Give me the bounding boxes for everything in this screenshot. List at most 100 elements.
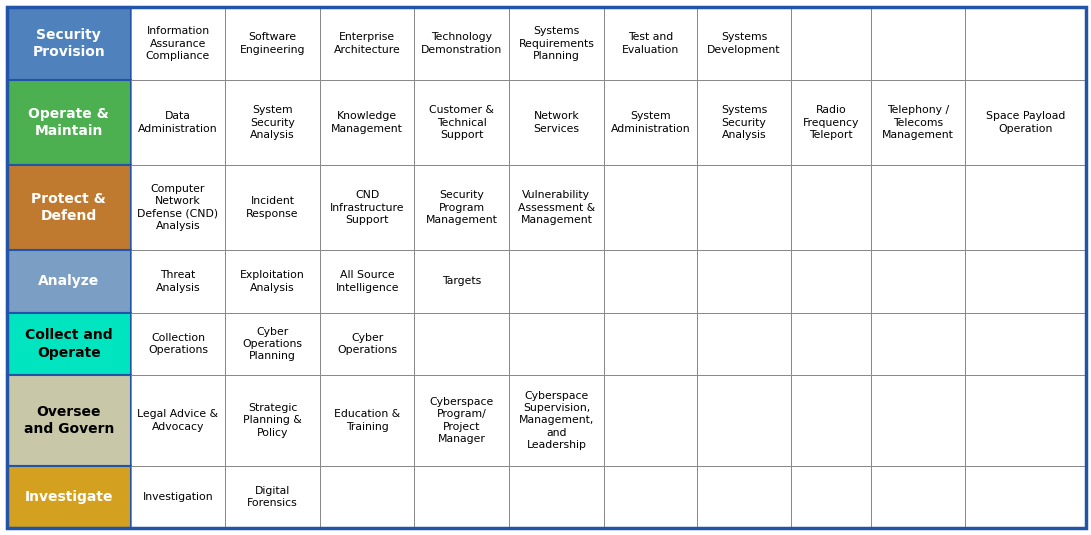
Bar <box>603 375 697 465</box>
Text: Technology
Demonstration: Technology Demonstration <box>421 32 503 55</box>
Text: Investigate: Investigate <box>25 490 113 504</box>
Bar <box>7 375 131 465</box>
Bar <box>226 465 320 528</box>
Text: Vulnerability
Assessment &
Management: Vulnerability Assessment & Management <box>518 190 595 225</box>
Bar <box>415 465 509 528</box>
Bar <box>871 80 966 165</box>
Text: Cyber
Operations
Planning: Cyber Operations Planning <box>242 326 302 361</box>
Bar <box>415 165 509 250</box>
Text: Telephony /
Telecoms
Management: Telephony / Telecoms Management <box>883 105 954 140</box>
Bar <box>603 250 697 312</box>
Bar <box>697 375 791 465</box>
Text: Knowledge
Management: Knowledge Management <box>332 111 403 134</box>
Text: Customer &
Technical
Support: Customer & Technical Support <box>430 105 494 140</box>
Text: Systems
Development: Systems Development <box>707 32 781 55</box>
Bar <box>226 80 320 165</box>
Text: Enterprise
Architecture: Enterprise Architecture <box>334 32 400 55</box>
Bar <box>791 375 871 465</box>
Text: Investigation: Investigation <box>143 492 214 502</box>
Text: Strategic
Planning &
Policy: Strategic Planning & Policy <box>243 403 302 438</box>
Text: Education &
Training: Education & Training <box>334 409 400 432</box>
Bar <box>131 465 226 528</box>
Bar <box>791 165 871 250</box>
Bar <box>226 375 320 465</box>
Bar <box>697 465 791 528</box>
Bar <box>320 165 415 250</box>
Bar <box>791 465 871 528</box>
Bar <box>603 312 697 375</box>
Text: Incident
Response: Incident Response <box>247 196 299 219</box>
Bar <box>791 250 871 312</box>
Bar <box>415 375 509 465</box>
Bar <box>966 7 1086 80</box>
Bar <box>320 465 415 528</box>
Text: Network
Services: Network Services <box>533 111 579 134</box>
Text: Security
Program
Management: Security Program Management <box>425 190 497 225</box>
Text: Operate &
Maintain: Operate & Maintain <box>28 107 109 138</box>
Text: Computer
Network
Defense (CND)
Analysis: Computer Network Defense (CND) Analysis <box>137 184 218 231</box>
Bar <box>131 80 226 165</box>
Text: Analyze: Analyze <box>38 274 99 288</box>
Text: Threat
Analysis: Threat Analysis <box>156 270 201 293</box>
Bar <box>7 7 131 80</box>
Text: Digital
Forensics: Digital Forensics <box>248 486 298 508</box>
Text: Cyber
Operations: Cyber Operations <box>337 333 397 355</box>
Bar <box>320 312 415 375</box>
Text: System
Security
Analysis: System Security Analysis <box>250 105 295 140</box>
Bar <box>509 250 603 312</box>
Bar <box>415 312 509 375</box>
Bar <box>603 7 697 80</box>
Bar <box>320 80 415 165</box>
Bar <box>509 465 603 528</box>
Text: System
Administration: System Administration <box>611 111 691 134</box>
Bar <box>791 312 871 375</box>
Bar <box>509 80 603 165</box>
Bar <box>791 80 871 165</box>
Bar <box>226 250 320 312</box>
Bar <box>509 7 603 80</box>
Text: Information
Assurance
Compliance: Information Assurance Compliance <box>146 26 211 61</box>
Bar <box>697 250 791 312</box>
Text: Security
Provision: Security Provision <box>33 28 105 59</box>
Text: Oversee
and Govern: Oversee and Govern <box>24 404 115 436</box>
Bar <box>966 250 1086 312</box>
Bar <box>871 250 966 312</box>
Bar <box>131 250 226 312</box>
Text: Space Payload
Operation: Space Payload Operation <box>986 111 1066 134</box>
Bar <box>697 80 791 165</box>
Bar <box>966 465 1086 528</box>
Bar <box>7 250 131 312</box>
Text: Cyberspace
Supervision,
Management,
and
Leadership: Cyberspace Supervision, Management, and … <box>518 391 595 450</box>
Text: All Source
Intelligence: All Source Intelligence <box>335 270 399 293</box>
Bar <box>966 165 1086 250</box>
Bar <box>791 7 871 80</box>
Text: Collection
Operations: Collection Operations <box>148 333 208 355</box>
Bar <box>226 7 320 80</box>
Text: Radio
Frequency
Teleport: Radio Frequency Teleport <box>803 105 859 140</box>
Text: Protect &
Defend: Protect & Defend <box>32 192 106 223</box>
Bar <box>320 375 415 465</box>
Bar <box>131 165 226 250</box>
Bar <box>7 80 131 165</box>
Text: Systems
Security
Analysis: Systems Security Analysis <box>721 105 767 140</box>
Bar <box>320 250 415 312</box>
Bar <box>871 165 966 250</box>
Text: Software
Engineering: Software Engineering <box>240 32 305 55</box>
Text: Data
Administration: Data Administration <box>139 111 218 134</box>
Bar <box>226 165 320 250</box>
Text: Collect and
Operate: Collect and Operate <box>25 328 112 360</box>
Bar <box>7 165 131 250</box>
Bar <box>509 165 603 250</box>
Bar <box>320 7 415 80</box>
Bar <box>871 465 966 528</box>
Bar <box>966 312 1086 375</box>
Bar <box>697 7 791 80</box>
Bar <box>7 312 131 375</box>
Bar <box>415 80 509 165</box>
Bar <box>603 165 697 250</box>
Bar <box>871 312 966 375</box>
Bar <box>131 7 226 80</box>
Text: Exploitation
Analysis: Exploitation Analysis <box>240 270 305 293</box>
Text: Cyberspace
Program/
Project
Manager: Cyberspace Program/ Project Manager <box>430 397 494 444</box>
Bar <box>226 312 320 375</box>
